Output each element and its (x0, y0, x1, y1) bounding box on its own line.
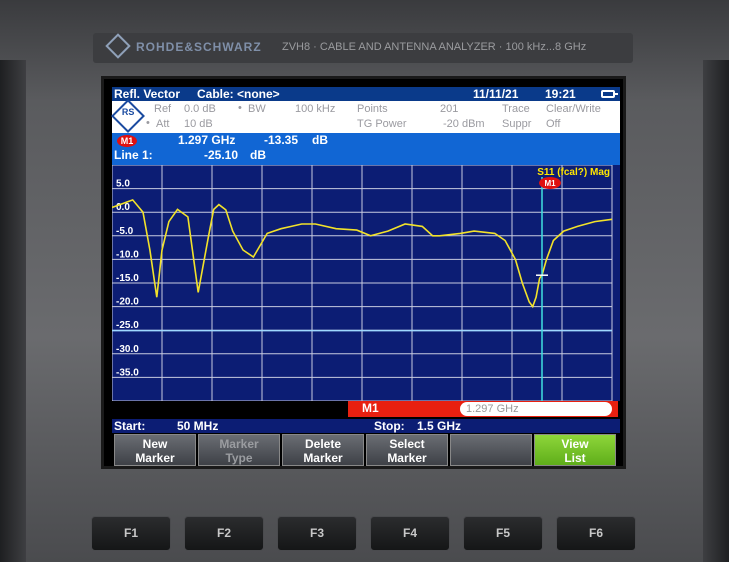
softkey-label-line1: New (142, 437, 168, 451)
softkey-label-line1: Delete (304, 437, 342, 451)
softkey-label-line1: View (561, 437, 589, 451)
cable-setting: Cable: <none> (197, 87, 280, 101)
limit-line-label: Line 1: (114, 148, 153, 162)
battery-icon (601, 90, 618, 98)
limit-line-unit: dB (250, 148, 266, 162)
model-name: ZVH8 · CABLE AND ANTENNA ANALYZER · 100 … (282, 41, 587, 53)
s11-trace (112, 198, 613, 309)
suppr-value: Off (546, 118, 561, 130)
time: 19:21 (545, 87, 576, 101)
softkey-label-line2: Marker (387, 451, 427, 465)
ref-value: 0.0 dB (184, 103, 216, 115)
ref-label: Ref (154, 103, 172, 115)
bw-bullet-icon: • (238, 102, 242, 114)
trace-plot[interactable]: 5.0 0.0 -5.0 -10.0 -15.0 -20.0 -25.0 -30.0 -35.0… (112, 165, 620, 401)
y-tick-label: 5.0 (116, 179, 130, 190)
bw-label: BW (248, 103, 266, 115)
trace-name-label: S11 (fcal?) Mag (537, 167, 610, 178)
f1-key[interactable]: F1 (91, 516, 171, 551)
att-value: 10 dB (184, 118, 213, 130)
marker-type-softkey[interactable]: Marker Type (198, 434, 280, 466)
softkey-bar: New Marker Marker Type Delete Marker Sel… (112, 434, 620, 466)
y-tick-label: -10.0 (116, 249, 139, 260)
measurement-mode: Refl. Vector (114, 87, 181, 101)
stop-label: Stop: (374, 419, 405, 433)
trace-value: Clear/Write (546, 103, 601, 115)
softkey-label-line2: Marker (135, 451, 175, 465)
select-marker-softkey[interactable]: Select Marker (366, 434, 448, 466)
rs-logo-icon: RS (111, 99, 145, 133)
start-frequency: 50 MHz (177, 419, 219, 433)
stop-frequency: 1.5 GHz (417, 419, 462, 433)
marker-badge: M1 (117, 135, 137, 147)
softkey-label-line2: Type (225, 451, 253, 465)
function-keys: F1 F2 F3 F4 F5 F6 (0, 516, 729, 556)
points-value: 201 (440, 103, 459, 115)
empty-softkey[interactable] (450, 434, 532, 466)
y-tick-label: -5.0 (116, 226, 134, 237)
y-tick-label: 0.0 (116, 202, 130, 213)
softkey-label-line1: Select (389, 437, 425, 451)
softkey-label-line1: Marker (219, 437, 259, 451)
f5-key[interactable]: F5 (463, 516, 543, 551)
f6-key[interactable]: F6 (556, 516, 636, 551)
new-marker-softkey[interactable]: New Marker (114, 434, 196, 466)
points-label: Points (357, 103, 388, 115)
limit-line-value: -25.10 (204, 148, 239, 162)
softkey-label-line2: List (564, 451, 586, 465)
y-tick-label: -25.0 (116, 320, 139, 331)
f3-key[interactable]: F3 (277, 516, 357, 551)
y-tick-label: -35.0 (116, 367, 139, 378)
marker-frequency-entry[interactable]: M1 1.297 GHz (348, 401, 618, 417)
y-tick-label: -30.0 (116, 344, 139, 355)
marker-entry-label: M1 (362, 401, 379, 415)
brand-name: ROHDE&SCHWARZ (136, 40, 262, 54)
start-label: Start: (114, 419, 146, 433)
device-side-left (0, 60, 26, 562)
marker-flag-icon (539, 177, 561, 189)
settings-panel: RS Ref 0.0 dB • BW 100 kHz • Att 10 dB P… (111, 99, 620, 133)
brand-bar (93, 33, 633, 63)
device-side-right (703, 60, 729, 562)
f4-key[interactable]: F4 (370, 516, 450, 551)
marker-unit: dB (312, 133, 328, 147)
marker-readout: M1 1.297 GHz -13.35 dB Line 1: -25.10 dB (112, 133, 620, 165)
frequency-span-bar: Start: 50 MHz Stop: 1.5 GHz (112, 419, 620, 433)
suppr-label: Suppr (502, 118, 532, 130)
marker-flag-label: M1 (544, 179, 556, 188)
trace-label: Trace (502, 103, 530, 115)
att-bullet-icon: • (146, 117, 150, 129)
tg-power-value: -20 dBm (443, 118, 485, 130)
status-bar: Refl. Vector Cable: <none> 11/11/21 19:2… (112, 87, 620, 101)
view-list-softkey[interactable]: View List (534, 434, 616, 466)
delete-marker-softkey[interactable]: Delete Marker (282, 434, 364, 466)
marker-frequency: 1.297 GHz (178, 133, 236, 147)
s11-chart: 5.0 0.0 -5.0 -10.0 -15.0 -20.0 -25.0 -30.0 -35.0… (112, 165, 613, 401)
tg-power-label: TG Power (357, 118, 407, 130)
softkey-label-line2: Marker (303, 451, 343, 465)
bw-value: 100 kHz (295, 103, 336, 115)
display-screen: Refl. Vector Cable: <none> 11/11/21 19:2… (101, 76, 626, 469)
marker-value: -13.35 (264, 133, 299, 147)
marker-entry-bar: M1 1.297 GHz (112, 401, 620, 419)
f2-key[interactable]: F2 (184, 516, 264, 551)
y-tick-label: -20.0 (116, 297, 139, 308)
y-tick-label: -15.0 (116, 273, 139, 284)
att-label: Att (156, 118, 170, 130)
marker-frequency-input[interactable]: 1.297 GHz (460, 402, 612, 416)
date: 11/11/21 (473, 87, 519, 101)
